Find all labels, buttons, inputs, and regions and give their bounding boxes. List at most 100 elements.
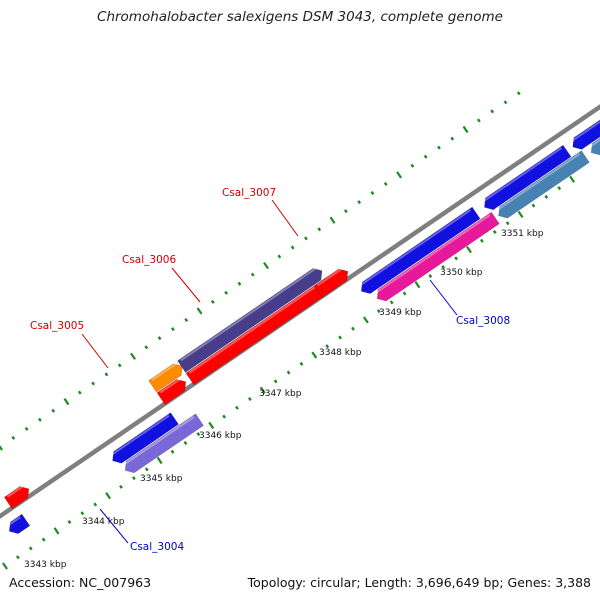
inner-tick — [183, 440, 188, 445]
inner-tick — [479, 238, 484, 243]
outer-tick — [437, 145, 441, 150]
kbp-label: 3349 kbp — [379, 308, 422, 318]
outer-tick — [343, 209, 348, 214]
kbp-label: 3343 kbp — [24, 560, 67, 570]
outer-tick — [38, 417, 42, 422]
inner-tick — [311, 351, 318, 359]
kbp-label: 3346 kbp — [199, 431, 242, 441]
callout-line — [99, 508, 129, 544]
inner-tick — [53, 527, 60, 535]
feature-highlight — [571, 120, 600, 142]
outer-tick — [171, 327, 175, 332]
kbp-label-group: 3343 kbp 3344 kbp 3345 kbp 3346 kbp 3347 kbp… — [24, 229, 544, 570]
feature-highlight — [180, 267, 317, 362]
inner-tick — [454, 256, 458, 261]
feature-cds-steelblue-end — [590, 137, 600, 156]
inner-tick — [414, 281, 421, 289]
outer-tick — [196, 307, 203, 315]
outer-tick — [263, 261, 269, 270]
inner-tick — [325, 344, 330, 349]
inner-tick — [170, 449, 175, 454]
inner-tick — [338, 335, 342, 340]
feature-group — [3, 119, 600, 534]
outer-tick — [304, 236, 308, 241]
inner-tick — [351, 326, 355, 331]
outer-tick — [476, 118, 481, 123]
inner-tick — [41, 537, 46, 542]
feature-highlight — [497, 152, 581, 211]
feature-highlight — [375, 214, 491, 294]
inner-tick — [286, 370, 291, 375]
feature-gene-blue-b — [360, 206, 481, 294]
inner-tick — [93, 502, 98, 507]
outer-tick — [357, 200, 362, 205]
outer-tick — [237, 281, 242, 286]
kbp-label: 3347 kbp — [259, 389, 302, 399]
kbp-label: 3348 kbp — [319, 348, 362, 358]
outer-tick-ring — [0, 91, 521, 451]
outer-tick — [51, 408, 56, 413]
callout-line — [81, 333, 109, 369]
inner-tick — [28, 546, 33, 551]
callout-line — [171, 267, 201, 303]
outer-tick — [91, 381, 96, 386]
inner-tick — [259, 386, 266, 394]
outer-tick — [11, 435, 16, 440]
feature-cds-lavender — [124, 413, 204, 474]
kbp-label: 3351 kbp — [501, 229, 544, 239]
inner-tick — [531, 203, 536, 208]
inner-tick — [505, 221, 510, 226]
outer-tick — [277, 254, 282, 259]
feature-highlight — [151, 362, 178, 381]
feature-gene-red-a — [156, 379, 187, 405]
feature-gene-red-b — [185, 277, 336, 386]
inner-tick — [105, 492, 112, 500]
inner-tick — [362, 316, 369, 324]
outer-tick — [396, 171, 402, 179]
callout-line — [271, 199, 299, 237]
kbp-label: 3345 kbp — [140, 474, 183, 484]
outer-tick — [503, 100, 508, 105]
feature-gene-blue-d — [572, 119, 600, 150]
feature-gene-blue-a — [112, 412, 179, 464]
inner-tick — [544, 194, 549, 199]
callout-line — [429, 279, 458, 316]
inner-tick — [441, 265, 446, 270]
outer-tick — [224, 290, 229, 295]
accession-text: Accession: NC_007963 — [9, 575, 152, 590]
feature-gene-red-d — [3, 486, 30, 510]
gene-label: Csal_3005 — [30, 320, 84, 332]
kbp-label: 3350 kbp — [440, 268, 483, 278]
inner-tick — [428, 273, 433, 278]
inner-tick — [80, 511, 85, 516]
feature-highlight — [159, 378, 181, 394]
outer-tick — [317, 227, 322, 232]
genome-summary-text: Topology: circular; Length: 3,696,649 bp… — [247, 575, 591, 590]
outer-tick — [423, 154, 428, 159]
outer-tick — [462, 125, 469, 134]
outer-tick — [290, 245, 295, 250]
gene-label: Csal_3007 — [222, 187, 276, 199]
gene-callouts: Csal_3004 Csal_3005 Csal_3006 Csal_3007 Csal… — [30, 187, 510, 553]
inner-tick — [247, 397, 252, 402]
feature-gene-blue-e — [8, 513, 31, 534]
inner-tick-ring — [2, 175, 576, 570]
feature-highlight — [7, 485, 24, 498]
outer-tick — [63, 398, 70, 406]
feature-cds-steelblue — [498, 150, 590, 219]
inner-tick — [376, 309, 381, 314]
inner-tick — [235, 405, 239, 410]
inner-tick — [222, 414, 227, 419]
outer-tick — [104, 372, 109, 377]
outer-tick — [117, 363, 122, 368]
inner-tick — [131, 476, 136, 481]
outer-tick — [77, 390, 82, 395]
feature-highlight — [188, 276, 331, 374]
inner-tick — [67, 520, 72, 525]
gene-label: Csal_3008 — [456, 315, 510, 327]
feature-highlight — [483, 147, 562, 202]
inner-tick — [299, 361, 304, 366]
inner-tick — [402, 291, 407, 296]
gene-label: Csal_3006 — [122, 254, 176, 266]
outer-tick — [516, 91, 521, 96]
